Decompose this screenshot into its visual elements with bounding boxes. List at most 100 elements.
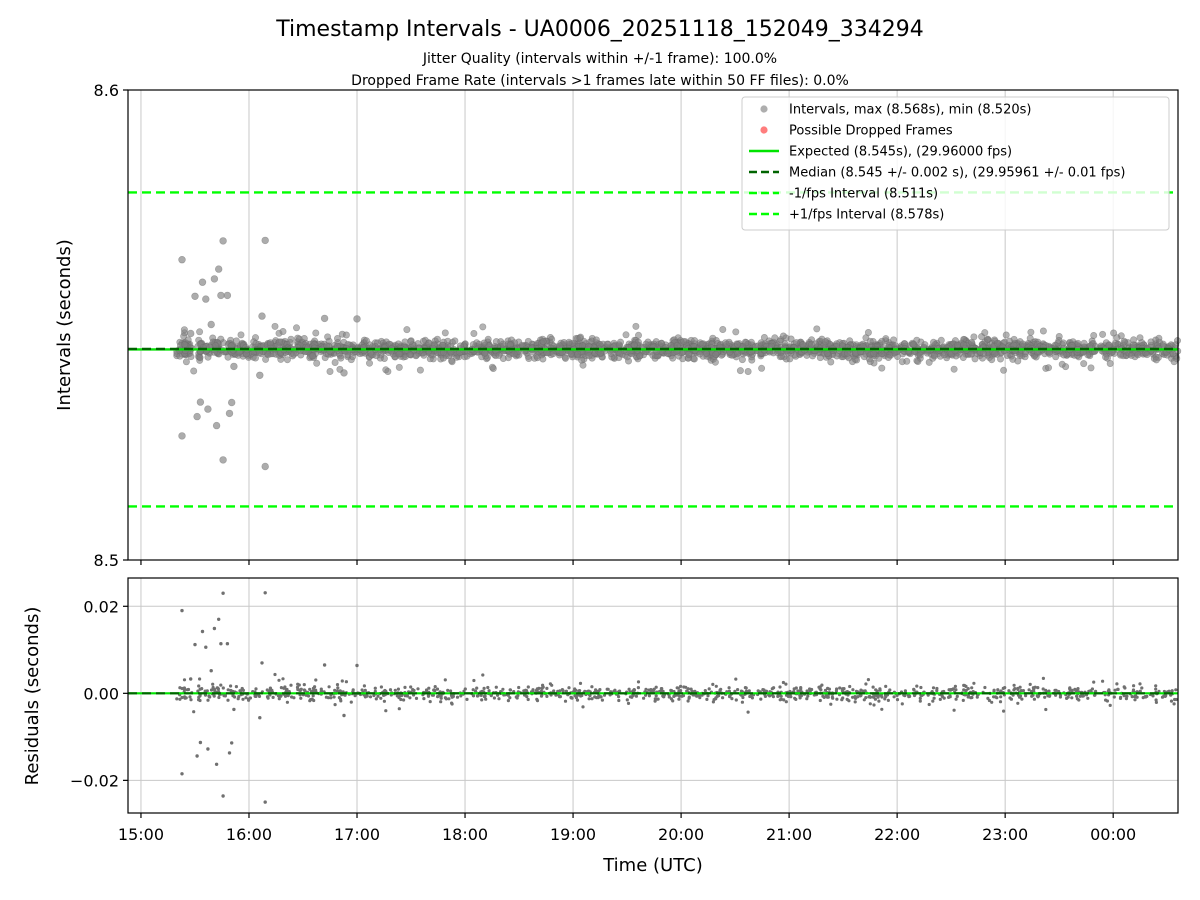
residual-point <box>698 696 702 700</box>
interval-outlier-point <box>207 320 215 329</box>
residual-point <box>736 688 740 692</box>
interval-point <box>510 350 518 358</box>
residual-point <box>422 697 426 701</box>
interval-point <box>294 334 302 342</box>
interval-point <box>196 354 204 362</box>
residual-point <box>1169 699 1174 703</box>
residual-point <box>1101 679 1105 683</box>
x-tick-label: 18:00 <box>442 825 488 844</box>
residual-point <box>634 694 639 698</box>
interval-point <box>271 322 279 330</box>
interval-outlier-point <box>212 421 221 430</box>
residual-point <box>289 683 293 687</box>
residual-point <box>481 673 485 677</box>
residuals-y-tick-label: 0.02 <box>83 597 119 616</box>
intervals-y-tick-label: 8.5 <box>94 551 119 570</box>
residual-point <box>1108 703 1112 708</box>
residual-point <box>212 694 216 698</box>
legend: Intervals, max (8.568s), min (8.520s) Pos… <box>741 96 1170 231</box>
interval-point <box>644 338 652 346</box>
residual-point <box>714 684 718 688</box>
interval-point <box>910 340 918 348</box>
interval-point <box>342 331 350 339</box>
residual-point <box>1018 694 1023 698</box>
residual-point <box>182 678 187 682</box>
interval-point <box>991 350 999 358</box>
x-tick-label: 20:00 <box>658 825 704 844</box>
residual-outlier-point <box>322 663 327 667</box>
residual-point <box>208 695 212 699</box>
x-tick-label: 16:00 <box>226 825 272 844</box>
interval-point <box>190 367 198 375</box>
residual-point <box>539 694 544 698</box>
residual-point <box>590 697 594 701</box>
residual-point <box>393 688 397 692</box>
residual-outlier-point <box>214 762 219 766</box>
interval-point <box>950 365 958 373</box>
residual-point <box>778 685 782 689</box>
residual-outlier-point <box>200 629 205 634</box>
interval-point <box>914 357 922 365</box>
residual-point <box>948 695 952 699</box>
residual-point <box>344 680 348 684</box>
residual-point <box>671 699 675 703</box>
interval-point <box>426 355 434 363</box>
residual-point <box>590 685 594 689</box>
residual-point <box>1016 701 1020 705</box>
interval-point <box>237 331 245 339</box>
residual-point <box>340 679 344 683</box>
interval-point <box>1019 340 1027 348</box>
interval-point <box>488 363 496 371</box>
residual-point <box>332 695 336 699</box>
residual-point <box>483 695 487 699</box>
residual-point <box>873 697 878 701</box>
interval-point <box>180 326 188 334</box>
residual-point <box>1144 695 1148 699</box>
residual-point <box>1122 685 1126 689</box>
interval-point <box>1087 364 1095 372</box>
interval-point <box>657 339 665 347</box>
interval-point <box>698 340 706 348</box>
interval-point <box>851 355 859 363</box>
residual-point <box>292 696 296 700</box>
residual-point <box>1132 684 1136 688</box>
residual-point <box>487 689 491 693</box>
interval-point <box>967 350 975 358</box>
residual-point <box>587 697 591 701</box>
interval-point <box>1054 339 1062 347</box>
residual-point <box>714 696 718 700</box>
interval-point <box>993 339 1001 347</box>
residual-point <box>1078 694 1082 698</box>
interval-point <box>866 337 874 345</box>
residual-point <box>999 695 1003 699</box>
residual-point <box>302 683 306 687</box>
residual-point <box>436 695 440 699</box>
x-axis-label: Time (UTC) <box>602 855 703 876</box>
residual-point <box>198 687 202 691</box>
residual-point <box>217 695 221 700</box>
residual-point <box>1092 680 1096 684</box>
interval-point <box>585 352 593 360</box>
residual-point <box>577 689 581 693</box>
interval-point <box>866 358 874 366</box>
residual-point <box>617 695 621 699</box>
residual-point <box>749 694 753 698</box>
interval-point <box>1152 356 1160 364</box>
residual-point <box>1118 696 1123 701</box>
interval-point <box>930 352 938 360</box>
residual-point <box>703 689 707 693</box>
interval-point <box>441 329 449 337</box>
residual-point <box>237 695 241 699</box>
interval-point <box>1130 341 1138 349</box>
residual-point <box>851 688 855 692</box>
residual-point <box>396 687 400 691</box>
interval-point <box>679 355 687 363</box>
residual-point <box>838 686 842 690</box>
interval-outlier-point <box>258 312 266 320</box>
residual-point <box>983 685 987 690</box>
legend-entry-label: Intervals, max (8.568s), min (8.520s) <box>789 103 1031 118</box>
residual-point <box>840 689 845 693</box>
chart-subtitle-dropped: Dropped Frame Rate (intervals >1 frames … <box>351 73 849 89</box>
residual-point <box>384 709 388 713</box>
interval-point <box>1058 360 1066 368</box>
